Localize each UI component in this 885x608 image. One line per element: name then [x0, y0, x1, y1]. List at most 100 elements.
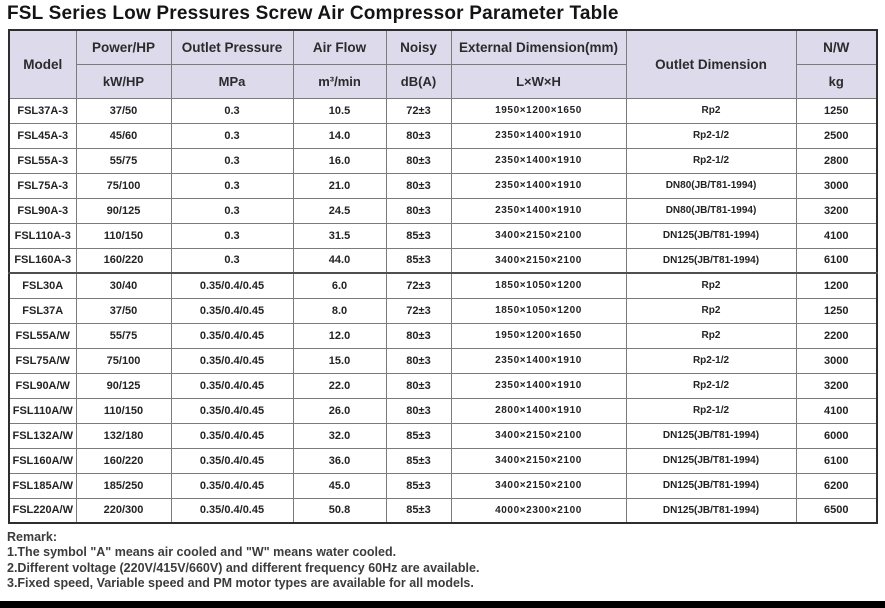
cell-outlet-dimension: DN125(JB/T81-1994): [625, 222, 797, 249]
cell-net-weight-kg: 1200: [795, 272, 878, 299]
remark-title: Remark:: [7, 530, 58, 544]
table-row: FSL75A/W 75/100 0.35/0.4/0.45 15.0 80±3 2350×…: [8, 347, 878, 374]
cell-net-weight-kg: 1250: [795, 97, 878, 124]
cell-outlet-pressure-mpa: 0.35/0.4/0.45: [170, 422, 294, 449]
cell-outlet-pressure-mpa: 0.3: [170, 97, 294, 124]
cell-net-weight-kg: 1250: [795, 297, 878, 324]
bottom-bar: [0, 601, 885, 608]
cell-power-kw-hp: 160/220: [75, 247, 172, 274]
cell-model: FSL37A-3: [8, 97, 77, 124]
cell-net-weight-kg: 3000: [795, 347, 878, 374]
cell-air-flow-m3-min: 31.5: [292, 222, 387, 249]
cell-net-weight-kg: 6100: [795, 447, 878, 474]
table-row: FSL37A 37/50 0.35/0.4/0.45 8.0 72±3 1850×1050…: [8, 297, 878, 324]
cell-net-weight-kg: 6000: [795, 422, 878, 449]
cell-outlet-dimension: DN125(JB/T81-1994): [625, 247, 797, 274]
table-row: FSL55A/W 55/75 0.35/0.4/0.45 12.0 80±3 1950×1…: [8, 322, 878, 349]
cell-external-dimension-lwh: 1950×1200×1650: [450, 322, 627, 349]
header-external-dimension: External Dimension(mm): [450, 29, 627, 65]
header-power-unit: kW/HP: [75, 63, 172, 99]
table-row: FSL110A/W 110/150 0.35/0.4/0.45 26.0 80±3 280…: [8, 397, 878, 424]
cell-power-kw-hp: 55/75: [75, 322, 172, 349]
cell-outlet-dimension: Rp2: [625, 97, 797, 124]
cell-external-dimension-lwh: 3400×2150×2100: [450, 472, 627, 499]
header-noisy: Noisy: [385, 29, 452, 65]
cell-net-weight-kg: 6100: [795, 247, 878, 274]
cell-air-flow-m3-min: 6.0: [292, 272, 387, 299]
cell-noisy-dba: 85±3: [385, 497, 452, 524]
cell-outlet-dimension: Rp2-1/2: [625, 397, 797, 424]
cell-noisy-dba: 80±3: [385, 347, 452, 374]
cell-outlet-dimension: DN125(JB/T81-1994): [625, 472, 797, 499]
header-airflow-unit: m³/min: [292, 63, 387, 99]
cell-air-flow-m3-min: 8.0: [292, 297, 387, 324]
cell-external-dimension-lwh: 2350×1400×1910: [450, 347, 627, 374]
cell-air-flow-m3-min: 32.0: [292, 422, 387, 449]
cell-air-flow-m3-min: 24.5: [292, 197, 387, 224]
cell-outlet-dimension: Rp2: [625, 272, 797, 299]
cell-net-weight-kg: 3200: [795, 197, 878, 224]
cell-noisy-dba: 80±3: [385, 147, 452, 174]
cell-external-dimension-lwh: 2350×1400×1910: [450, 372, 627, 399]
cell-model: FSL75A/W: [8, 347, 77, 374]
cell-model: FSL220A/W: [8, 497, 77, 524]
cell-external-dimension-lwh: 2350×1400×1910: [450, 122, 627, 149]
cell-model: FSL185A/W: [8, 472, 77, 499]
cell-net-weight-kg: 2500: [795, 122, 878, 149]
table-row: FSL37A-3 37/50 0.3 10.5 72±3 1950×1200×1650 Rp…: [8, 97, 878, 124]
table-row: FSL220A/W 220/300 0.35/0.4/0.45 50.8 85±3 400…: [8, 497, 878, 524]
cell-net-weight-kg: 4100: [795, 397, 878, 424]
cell-model: FSL75A-3: [8, 172, 77, 199]
cell-model: FSL90A/W: [8, 372, 77, 399]
table-header: Model Power/HP Outlet Pressure Air Flow …: [8, 29, 878, 99]
cell-outlet-dimension: DN125(JB/T81-1994): [625, 497, 797, 524]
cell-outlet-dimension: Rp2: [625, 322, 797, 349]
cell-outlet-pressure-mpa: 0.3: [170, 147, 294, 174]
cell-outlet-pressure-mpa: 0.35/0.4/0.45: [170, 372, 294, 399]
cell-air-flow-m3-min: 12.0: [292, 322, 387, 349]
cell-noisy-dba: 72±3: [385, 297, 452, 324]
cell-power-kw-hp: 45/60: [75, 122, 172, 149]
cell-outlet-pressure-mpa: 0.35/0.4/0.45: [170, 297, 294, 324]
cell-outlet-dimension: Rp2-1/2: [625, 122, 797, 149]
cell-outlet-pressure-mpa: 0.3: [170, 122, 294, 149]
header-pressure-unit: MPa: [170, 63, 294, 99]
cell-air-flow-m3-min: 50.8: [292, 497, 387, 524]
cell-external-dimension-lwh: 2350×1400×1910: [450, 172, 627, 199]
cell-noisy-dba: 85±3: [385, 222, 452, 249]
cell-model: FSL30A: [8, 272, 77, 299]
cell-power-kw-hp: 75/100: [75, 172, 172, 199]
header-weight-unit: kg: [795, 63, 878, 99]
cell-outlet-dimension: Rp2-1/2: [625, 347, 797, 374]
cell-outlet-pressure-mpa: 0.35/0.4/0.45: [170, 397, 294, 424]
cell-power-kw-hp: 37/50: [75, 297, 172, 324]
cell-external-dimension-lwh: 1850×1050×1200: [450, 297, 627, 324]
cell-air-flow-m3-min: 44.0: [292, 247, 387, 274]
cell-noisy-dba: 80±3: [385, 122, 452, 149]
cell-noisy-dba: 72±3: [385, 97, 452, 124]
cell-external-dimension-lwh: 3400×2150×2100: [450, 447, 627, 474]
cell-outlet-pressure-mpa: 0.35/0.4/0.45: [170, 347, 294, 374]
cell-air-flow-m3-min: 22.0: [292, 372, 387, 399]
cell-power-kw-hp: 160/220: [75, 447, 172, 474]
cell-outlet-pressure-mpa: 0.35/0.4/0.45: [170, 322, 294, 349]
cell-model: FSL110A/W: [8, 397, 77, 424]
page-title: FSL Series Low Pressures Screw Air Compr…: [7, 3, 619, 24]
cell-model: FSL45A-3: [8, 122, 77, 149]
cell-outlet-pressure-mpa: 0.35/0.4/0.45: [170, 472, 294, 499]
cell-model: FSL160A-3: [8, 247, 77, 274]
header-dimension-unit: L×W×H: [450, 63, 627, 99]
cell-power-kw-hp: 30/40: [75, 272, 172, 299]
cell-model: FSL160A/W: [8, 447, 77, 474]
cell-power-kw-hp: 185/250: [75, 472, 172, 499]
cell-air-flow-m3-min: 26.0: [292, 397, 387, 424]
cell-power-kw-hp: 75/100: [75, 347, 172, 374]
header-air-flow: Air Flow: [292, 29, 387, 65]
table-row: FSL185A/W 185/250 0.35/0.4/0.45 45.0 85±3 340…: [8, 472, 878, 499]
cell-outlet-pressure-mpa: 0.3: [170, 172, 294, 199]
cell-net-weight-kg: 3200: [795, 372, 878, 399]
table-body: FSL37A-3 37/50 0.3 10.5 72±3 1950×1200×1650 Rp…: [8, 97, 878, 524]
remark-line-3: 3.Fixed speed, Variable speed and PM mot…: [7, 576, 474, 590]
cell-external-dimension-lwh: 3400×2150×2100: [450, 422, 627, 449]
